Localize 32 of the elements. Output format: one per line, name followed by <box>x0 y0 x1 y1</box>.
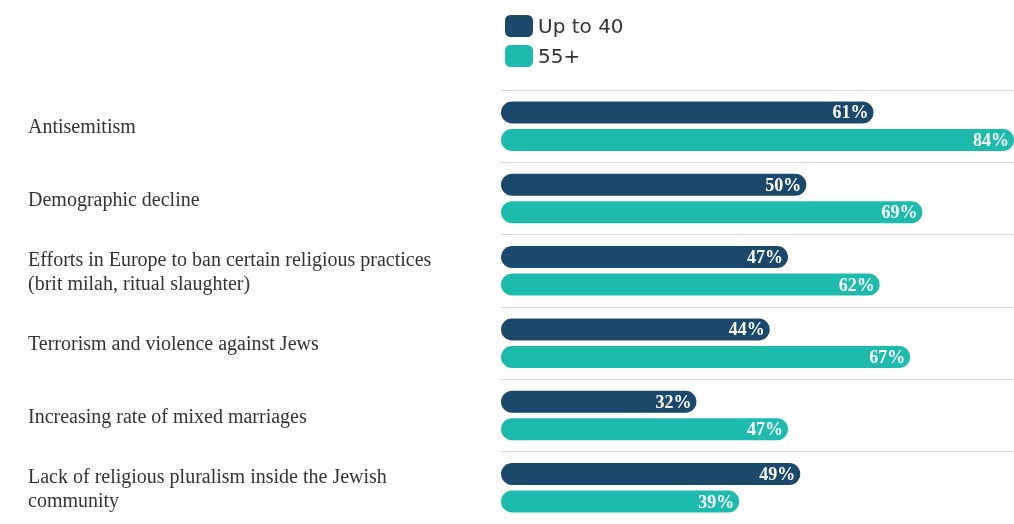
data-label: 84% <box>973 129 1009 150</box>
bar <box>501 173 807 196</box>
legend-label: 55+ <box>538 44 581 68</box>
bar <box>501 318 770 341</box>
y-tick-label: Efforts in Europe to ban certain religious practices (brit milah, ritual slaughter) <box>28 247 437 295</box>
bar <box>501 490 740 513</box>
bar <box>501 390 697 413</box>
bar <box>501 201 923 224</box>
legend-label: Up to 40 <box>538 14 624 38</box>
data-label: 47% <box>747 419 784 440</box>
y-tick-label: Terrorism and violence against Jews <box>28 332 319 356</box>
data-label: 47% <box>747 247 784 268</box>
bar <box>501 345 911 368</box>
data-label: 69% <box>881 202 918 223</box>
data-label: 62% <box>838 274 875 295</box>
data-label: 44% <box>728 319 765 340</box>
data-label: 39% <box>698 491 735 512</box>
data-label: 32% <box>655 391 692 412</box>
y-tick-label: Increasing rate of mixed marriages <box>28 404 307 428</box>
bar <box>501 463 801 486</box>
data-label: 67% <box>869 346 906 367</box>
bar <box>501 273 880 296</box>
bar <box>501 128 1014 151</box>
bar <box>501 246 789 269</box>
y-tick-label: Antisemitism <box>28 115 137 138</box>
y-tick-label: Lack of religious pluralism inside the Jewish community <box>28 464 392 512</box>
bar <box>501 101 874 124</box>
data-label: 49% <box>759 464 796 485</box>
data-label: 61% <box>832 102 869 123</box>
bar <box>501 418 789 441</box>
data-label: 50% <box>765 174 802 195</box>
y-tick-label: Demographic decline <box>28 187 200 211</box>
